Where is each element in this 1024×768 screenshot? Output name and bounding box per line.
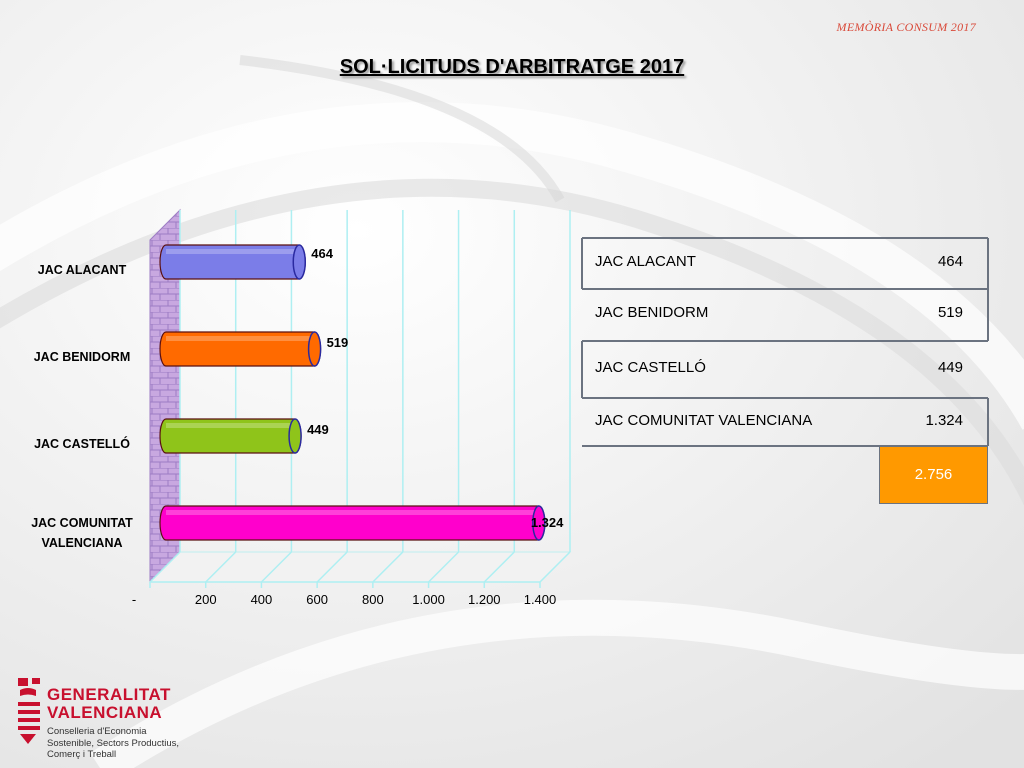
gridline-floor (205, 551, 237, 583)
x-tick-label: 200 (195, 592, 217, 607)
bar: 519 (159, 331, 349, 367)
row-label: JAC ALACANT (595, 253, 696, 270)
row-value: 519 (937, 304, 963, 321)
generalitat-logo-icon (18, 678, 40, 744)
bar-highlight (166, 423, 296, 428)
x-tick-label: 600 (306, 592, 328, 607)
x-tick-label: - (132, 592, 136, 607)
row-label: JAC BENIDORM (595, 304, 709, 321)
row-value: 1.324 (925, 412, 963, 429)
row-label: JAC CASTELLÓ (595, 359, 706, 376)
data-label: 449 (307, 422, 329, 437)
table-row: JAC ALACANT 464 (582, 238, 987, 290)
x-tick-label: 400 (251, 592, 273, 607)
bar-end-cap (532, 505, 546, 541)
bar: 1.324 (159, 505, 564, 541)
bar: 464 (159, 244, 334, 280)
y-category-label: JAC CASTELLÓ (34, 436, 130, 451)
table-row: JAC COMUNITAT VALENCIANA 1.324 (582, 397, 987, 449)
x-tick-label: 1.000 (412, 592, 445, 607)
row-value: 449 (937, 359, 963, 376)
y-category-label: JAC COMUNITAT (31, 516, 133, 530)
x-tick-label: 1.200 (468, 592, 501, 607)
gridline-floor (483, 551, 515, 583)
y-category-label: VALENCIANA (41, 536, 122, 550)
logo-wordmark: GENERALITAT VALENCIANA (47, 685, 171, 722)
gridline-floor (428, 551, 460, 583)
row-label: JAC COMUNITAT VALENCIANA (595, 412, 813, 429)
x-tick-label: 1.400 (524, 592, 557, 607)
gridline-floor (539, 551, 571, 583)
total-value: 2.756 (914, 466, 953, 483)
table-row: JAC BENIDORM 519 (582, 289, 987, 341)
table-row: JAC CASTELLÓ 449 (582, 344, 987, 396)
page-title: SOL·LICITUDS D'ARBITRATGE 2017 (339, 56, 685, 78)
bar-highlight (166, 336, 315, 341)
gridline-floor (149, 551, 181, 583)
data-label: 519 (327, 335, 349, 350)
row-value: 464 (937, 253, 963, 270)
bar-highlight (166, 249, 300, 254)
bar-end-cap (292, 244, 307, 280)
bar-end-cap (307, 331, 322, 367)
y-category-label: JAC ALACANT (38, 263, 127, 277)
gridline-floor (372, 551, 404, 583)
data-label: 1.324 (531, 515, 564, 530)
bar-highlight (166, 510, 539, 515)
y-category-label: JAC BENIDORM (34, 350, 131, 364)
x-tick-label: 800 (362, 592, 384, 607)
logo-subtitle: Conselleria d'Economia Sostenible, Secto… (47, 726, 180, 760)
data-label: 464 (311, 246, 333, 261)
header-note: MEMÒRIA CONSUM 2017 (836, 20, 976, 34)
gridline-floor (316, 551, 348, 583)
bar-end-cap (288, 418, 302, 454)
total-cell: 2.756 (879, 447, 988, 504)
bar: 449 (159, 418, 329, 454)
gridline-floor (260, 551, 292, 583)
